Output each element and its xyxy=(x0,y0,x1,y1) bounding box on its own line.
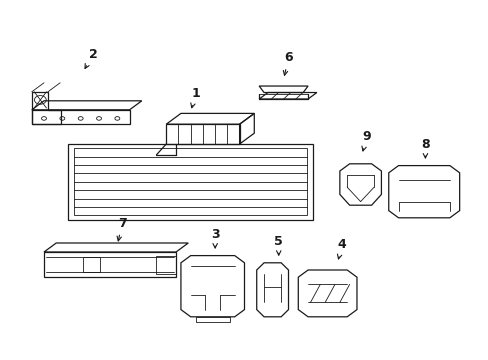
Text: 7: 7 xyxy=(117,217,126,241)
Text: 3: 3 xyxy=(210,228,219,248)
Text: 4: 4 xyxy=(337,238,346,259)
Text: 2: 2 xyxy=(85,48,97,68)
Text: 9: 9 xyxy=(361,130,370,151)
Text: 6: 6 xyxy=(283,51,292,75)
Text: 5: 5 xyxy=(274,235,283,255)
Text: 8: 8 xyxy=(420,138,429,158)
Text: 1: 1 xyxy=(190,87,200,108)
